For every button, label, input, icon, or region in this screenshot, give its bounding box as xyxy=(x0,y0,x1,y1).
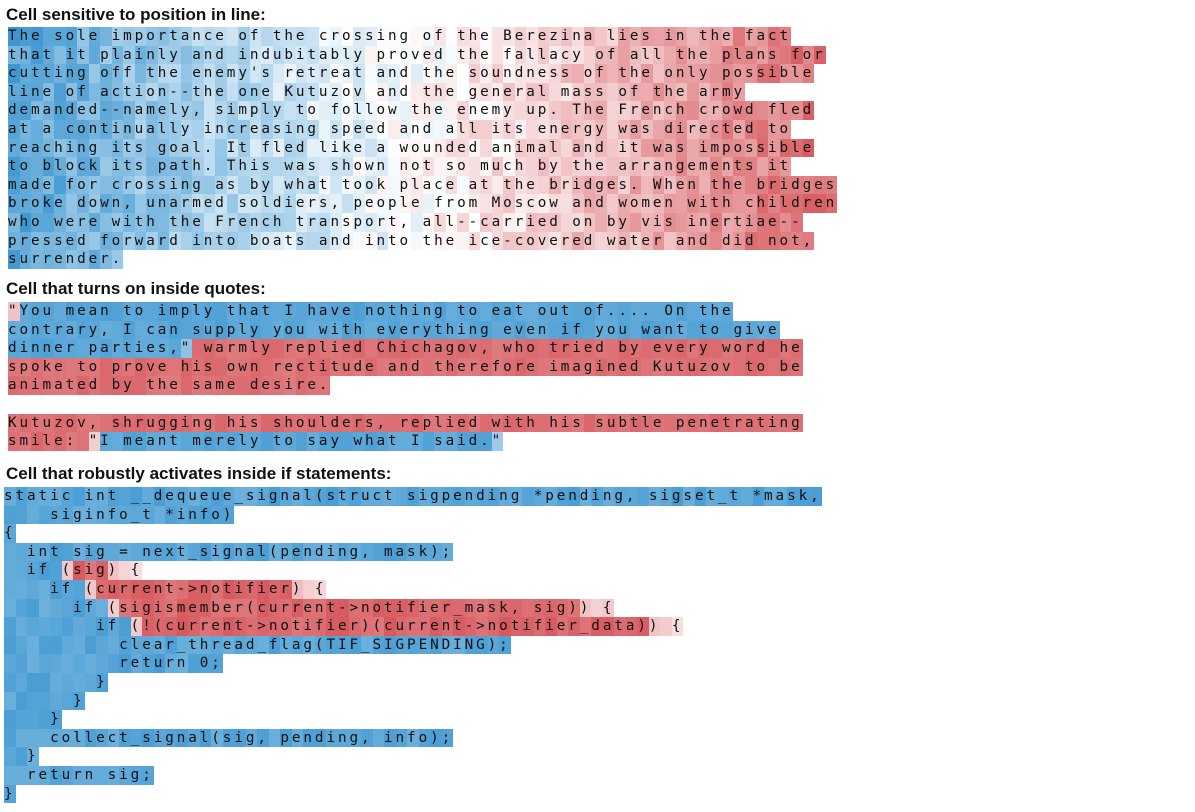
position-cell-text: The sole importance of the crossing of t… xyxy=(8,27,838,269)
text-line: broke down, unarmed soldiers, people fro… xyxy=(8,194,838,213)
text-line: animated by the same desire. xyxy=(8,376,331,395)
text-line: collect_signal(sig, pending, info); xyxy=(4,728,822,748)
text-line: if (!(current->notifier)(current->notifi… xyxy=(4,617,822,636)
text-line: The sole importance of the crossing of t… xyxy=(8,27,792,46)
text-line: cutting off the enemy's retreat and the … xyxy=(8,64,815,83)
text-line: if (current->notifier) { xyxy=(4,579,822,599)
section-title-position: Cell sensitive to position in line: xyxy=(6,5,266,24)
text-line: siginfo_t *info) xyxy=(4,505,822,525)
if-cell-code: static int __dequeue_signal(struct sigpe… xyxy=(4,487,822,804)
text-line xyxy=(8,395,803,414)
text-line: int sig = next_signal(pending, mask); xyxy=(4,542,822,562)
text-line: reaching its goal. It fled like a wounde… xyxy=(8,138,815,158)
text-line: clear_thread_flag(TIF_SIGPENDING); xyxy=(4,635,822,655)
text-line: at a continually increasing speed and al… xyxy=(8,119,792,139)
section-title-quotes: Cell that turns on inside quotes: xyxy=(6,279,266,298)
text-line: } xyxy=(4,747,822,766)
text-line: Kutuzov, shrugging his shoulders, replie… xyxy=(8,413,803,433)
text-line: } xyxy=(4,691,822,711)
text-line: dinner parties," warmly replied Chichago… xyxy=(8,339,803,358)
text-line: "You mean to imply that I have nothing t… xyxy=(8,302,734,321)
text-line: that it plainly and indubitably proved t… xyxy=(8,45,826,65)
section-title-if-statements: Cell that robustly activates inside if s… xyxy=(6,464,392,483)
text-line: made for crossing as by what took place … xyxy=(8,175,838,195)
text-line: return 0; xyxy=(4,654,822,673)
text-line: } xyxy=(4,784,16,804)
text-line: } xyxy=(4,672,822,692)
text-line: spoke to prove his own rectitude and the… xyxy=(8,357,803,377)
quotes-cell-text: "You mean to imply that I have nothing t… xyxy=(8,302,803,451)
text-line: smile: "I meant merely to say what I sai… xyxy=(8,432,504,451)
text-line: return sig; xyxy=(4,765,822,785)
text-line: contrary, I can supply you with everythi… xyxy=(8,320,780,340)
text-line: { xyxy=(4,524,16,543)
text-line: static int __dequeue_signal(struct sigpe… xyxy=(4,487,822,506)
text-line: to block its path. This was shown not so… xyxy=(8,157,792,176)
text-line: if (sigismember(current->notifier_mask, … xyxy=(4,598,822,618)
text-line: pressed forward into boats and into the … xyxy=(8,231,815,251)
text-line: if (sig) { xyxy=(4,561,822,580)
text-line: surrender. xyxy=(8,250,124,269)
text-line: who were with the French transport, all-… xyxy=(8,212,803,232)
text-line: } xyxy=(4,710,822,729)
text-line: demanded--namely, simply to follow the e… xyxy=(8,101,815,120)
text-line: line of action--the one Kutuzov and the … xyxy=(8,82,745,102)
